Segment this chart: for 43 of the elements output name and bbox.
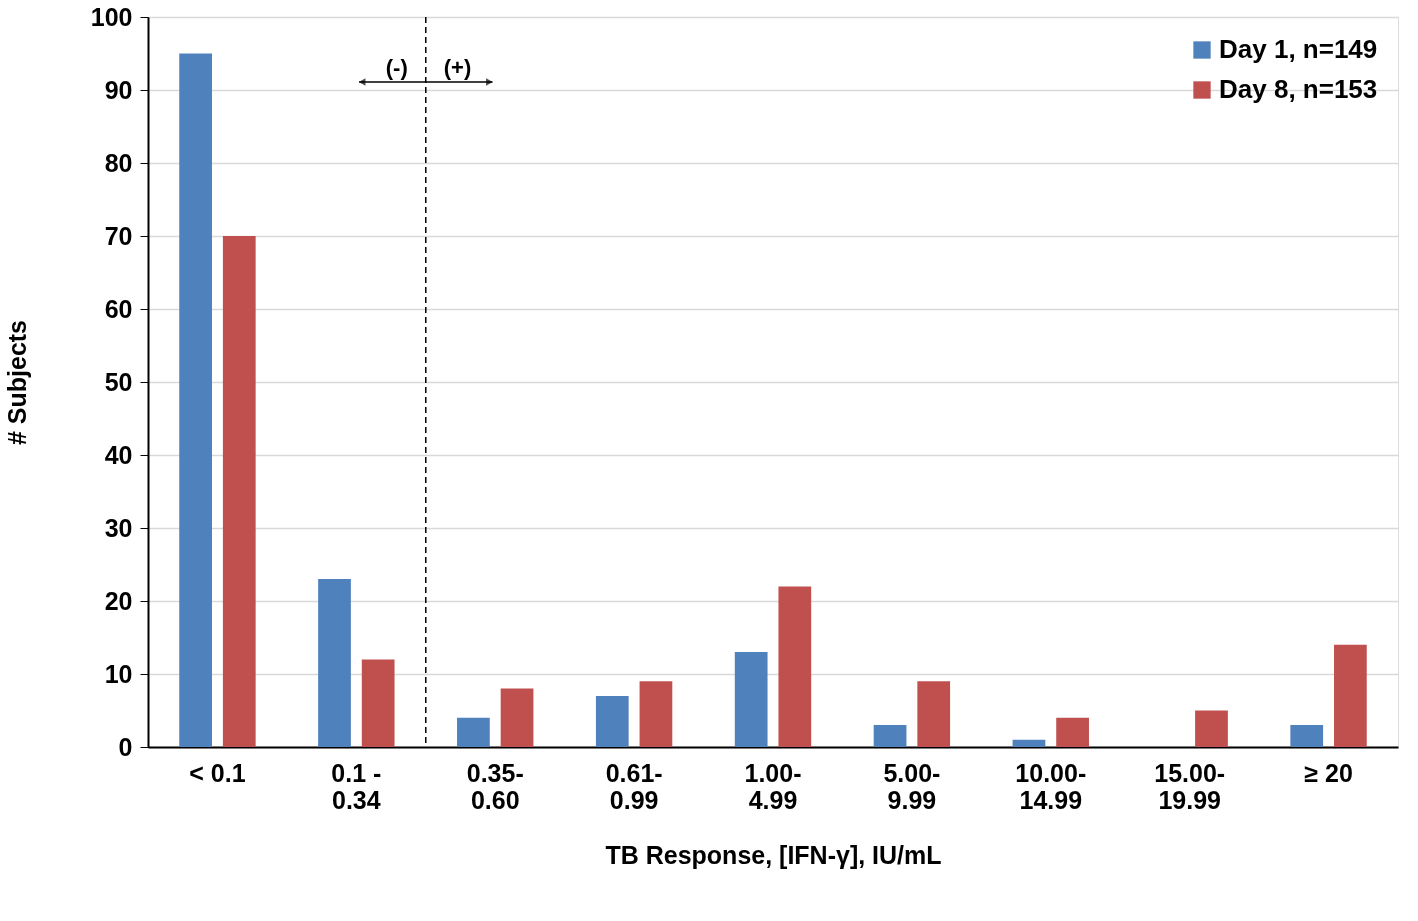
y-tick-label: 50 xyxy=(104,367,133,396)
x-tick-label: < 0.1 xyxy=(189,758,246,787)
bar xyxy=(778,586,812,747)
y-axis-title: # Subjects xyxy=(2,319,31,446)
y-tick-label: 0 xyxy=(118,732,133,761)
x-tick-label: 10.00- 14.99 xyxy=(1015,758,1087,814)
legend-label: Day 8, n=153 xyxy=(1219,74,1378,104)
y-tick-label: 30 xyxy=(104,513,133,542)
y-tick-label: 10 xyxy=(104,659,133,688)
bar xyxy=(1195,710,1228,747)
bar xyxy=(179,53,212,747)
annotation: (-) xyxy=(385,55,408,80)
bar xyxy=(639,681,673,747)
annotation: (+) xyxy=(443,55,472,80)
bar xyxy=(595,695,629,747)
x-axis-title: TB Response, [IFN-γ], IU/mL xyxy=(605,840,942,869)
y-tick-label: 20 xyxy=(104,586,133,615)
y-tick-label: 70 xyxy=(104,221,133,250)
x-tick-label: 15.00- 19.99 xyxy=(1154,758,1226,814)
x-tick-label: 5.00- 9.99 xyxy=(883,758,941,814)
bar xyxy=(361,659,395,747)
x-tick-label: 0.1 - 0.34 xyxy=(331,758,382,814)
y-tick-label: 60 xyxy=(104,294,133,323)
x-tick-label: 0.35- 0.60 xyxy=(466,758,524,814)
bar xyxy=(1290,725,1324,747)
y-tick-label: 100 xyxy=(90,2,133,31)
bar xyxy=(222,236,256,747)
bar xyxy=(500,688,534,747)
y-tick-label: 90 xyxy=(104,75,133,104)
bar xyxy=(1012,739,1046,747)
x-tick-label: ≥ 20 xyxy=(1304,758,1353,787)
bar xyxy=(734,652,768,747)
y-tick-label: 80 xyxy=(104,148,133,177)
bar xyxy=(457,717,490,747)
bar xyxy=(318,579,351,747)
y-tick-label: 40 xyxy=(104,440,133,469)
bar xyxy=(917,681,951,747)
bar xyxy=(1056,717,1089,747)
x-tick-label: 1.00- 4.99 xyxy=(744,758,802,814)
x-tick-label: 0.61- 0.99 xyxy=(605,758,663,814)
legend-label: Day 1, n=149 xyxy=(1219,34,1378,64)
bar xyxy=(1334,644,1367,747)
bar xyxy=(873,725,907,747)
